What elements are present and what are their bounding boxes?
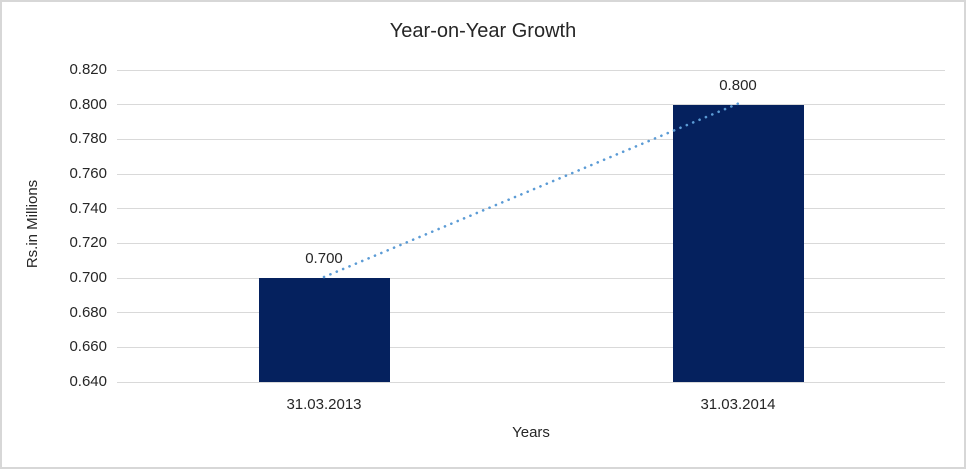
y-gridline (117, 312, 945, 314)
y-gridline (117, 104, 945, 106)
y-tick-label: 0.760 (69, 165, 107, 182)
y-tick-label: 0.800 (69, 95, 107, 113)
bar-value-label: 0.800 (719, 76, 757, 94)
y-tick-label: 0.640 (69, 373, 107, 390)
y-gridline (117, 277, 945, 279)
y-gridline (117, 69, 945, 71)
y-gridline (117, 242, 945, 244)
y-tick-label: 0.740 (69, 199, 107, 217)
bar-value-label: 0.700 (305, 250, 343, 267)
bar-31.03.2013 (258, 278, 390, 382)
y-axis-title-text: Rs.in Millions (24, 179, 41, 269)
y-gridline (117, 346, 945, 348)
x-axis-title: Years (512, 424, 550, 441)
y-tick-label: 0.820 (69, 61, 107, 78)
chart-title: Year-on-Year Growth (389, 20, 577, 42)
y-tick-label: 0.780 (69, 130, 107, 148)
y-tick-label: 0.660 (69, 338, 107, 356)
y-tick-label: 0.680 (69, 303, 107, 321)
x-category-label: 31.03.2013 (286, 396, 362, 413)
y-gridline (117, 381, 945, 383)
x-category-label: 31.03.2014 (700, 396, 776, 413)
y-gridline (117, 138, 945, 140)
y-tick-label: 0.700 (69, 269, 107, 286)
y-tick-label: 0.720 (69, 234, 107, 252)
y-gridline (117, 173, 945, 175)
y-gridline (117, 208, 945, 210)
bar-31.03.2014 (672, 104, 804, 382)
